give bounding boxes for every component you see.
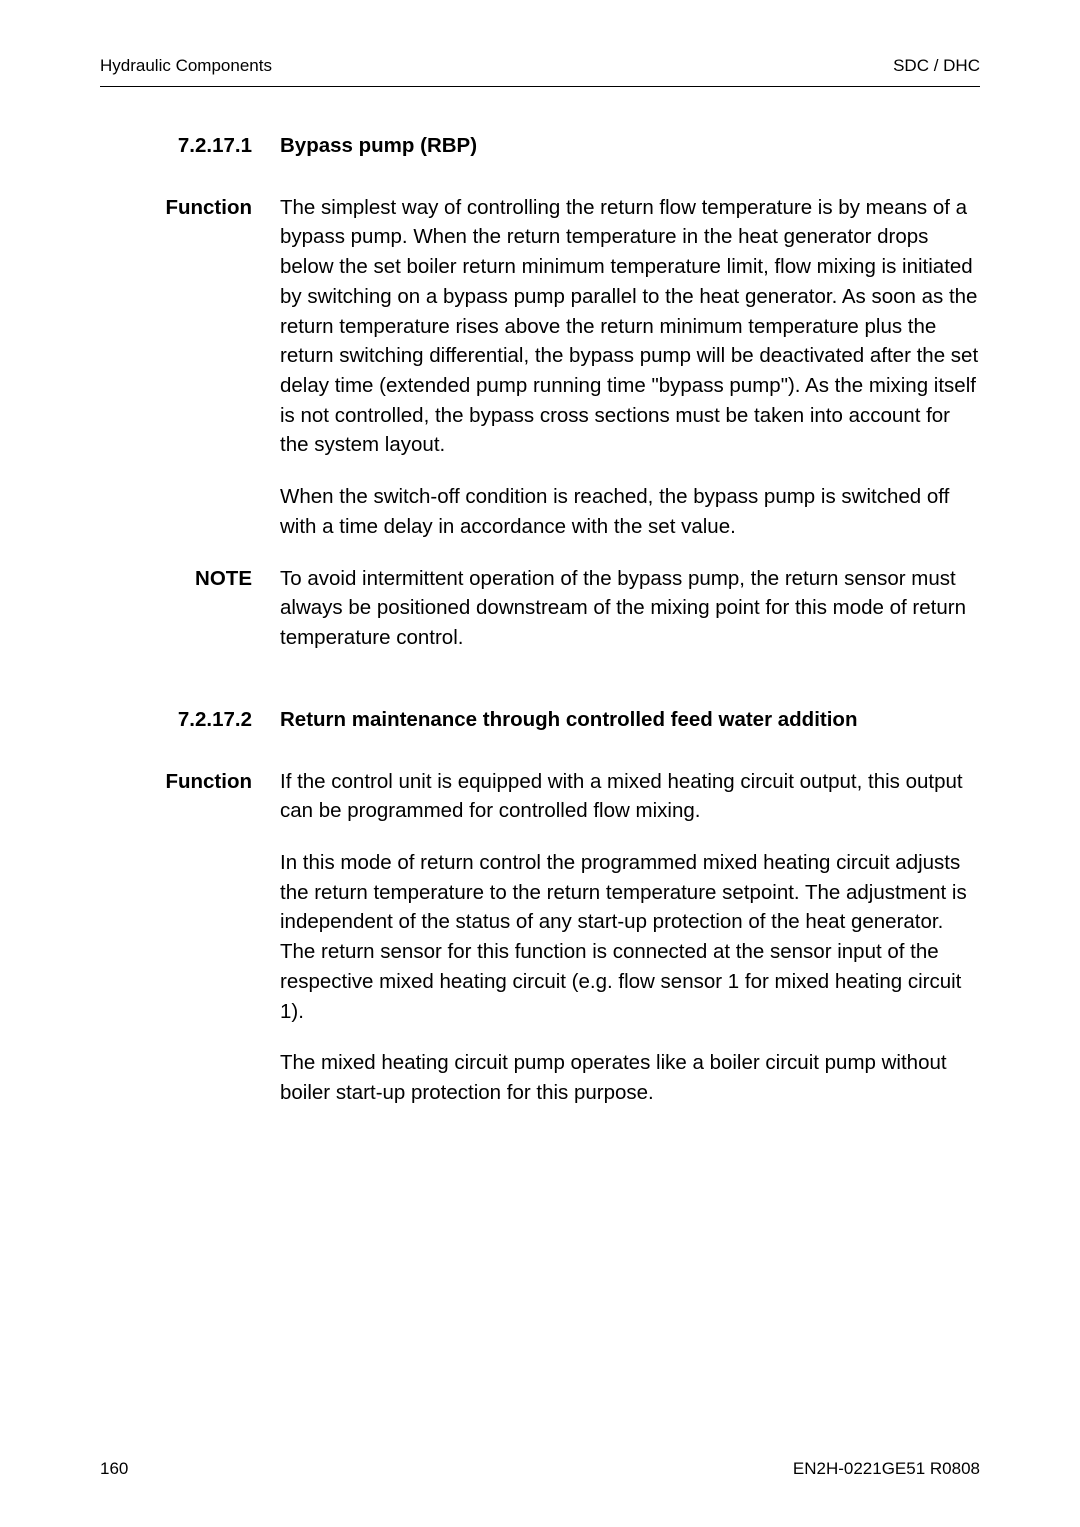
function-block: Function The simplest way of controlling… — [100, 193, 980, 542]
body-text: If the control unit is equipped with a m… — [280, 767, 980, 1108]
header-rule — [100, 86, 980, 87]
section-title: Return maintenance through controlled fe… — [280, 705, 980, 735]
section-heading: 7.2.17.1 Bypass pump (RBP) — [100, 131, 980, 161]
page-number: 160 — [100, 1459, 128, 1479]
paragraph: When the switch-off condition is reached… — [280, 482, 980, 541]
section-number: 7.2.17.2 — [100, 705, 280, 735]
paragraph: In this mode of return control the progr… — [280, 848, 980, 1026]
section-title: Bypass pump (RBP) — [280, 131, 980, 161]
paragraph: The mixed heating circuit pump operates … — [280, 1048, 980, 1107]
page: Hydraulic Components SDC / DHC 7.2.17.1 … — [0, 0, 1080, 1527]
function-block: Function If the control unit is equipped… — [100, 767, 980, 1108]
header-right: SDC / DHC — [893, 56, 980, 76]
doc-code: EN2H-0221GE51 R0808 — [793, 1459, 980, 1479]
note-block: NOTE To avoid intermittent operation of … — [100, 564, 980, 653]
side-label: NOTE — [100, 564, 280, 653]
page-footer: 160 EN2H-0221GE51 R0808 — [100, 1459, 980, 1479]
side-label: Function — [100, 767, 280, 1108]
header-left: Hydraulic Components — [100, 56, 272, 76]
side-label: Function — [100, 193, 280, 542]
page-header: Hydraulic Components SDC / DHC — [100, 56, 980, 86]
section-heading: 7.2.17.2 Return maintenance through cont… — [100, 705, 980, 735]
section-number: 7.2.17.1 — [100, 131, 280, 161]
paragraph: The simplest way of controlling the retu… — [280, 193, 980, 460]
paragraph: If the control unit is equipped with a m… — [280, 767, 980, 826]
body-text: The simplest way of controlling the retu… — [280, 193, 980, 542]
paragraph: To avoid intermittent operation of the b… — [280, 564, 980, 653]
body-text: To avoid intermittent operation of the b… — [280, 564, 980, 653]
